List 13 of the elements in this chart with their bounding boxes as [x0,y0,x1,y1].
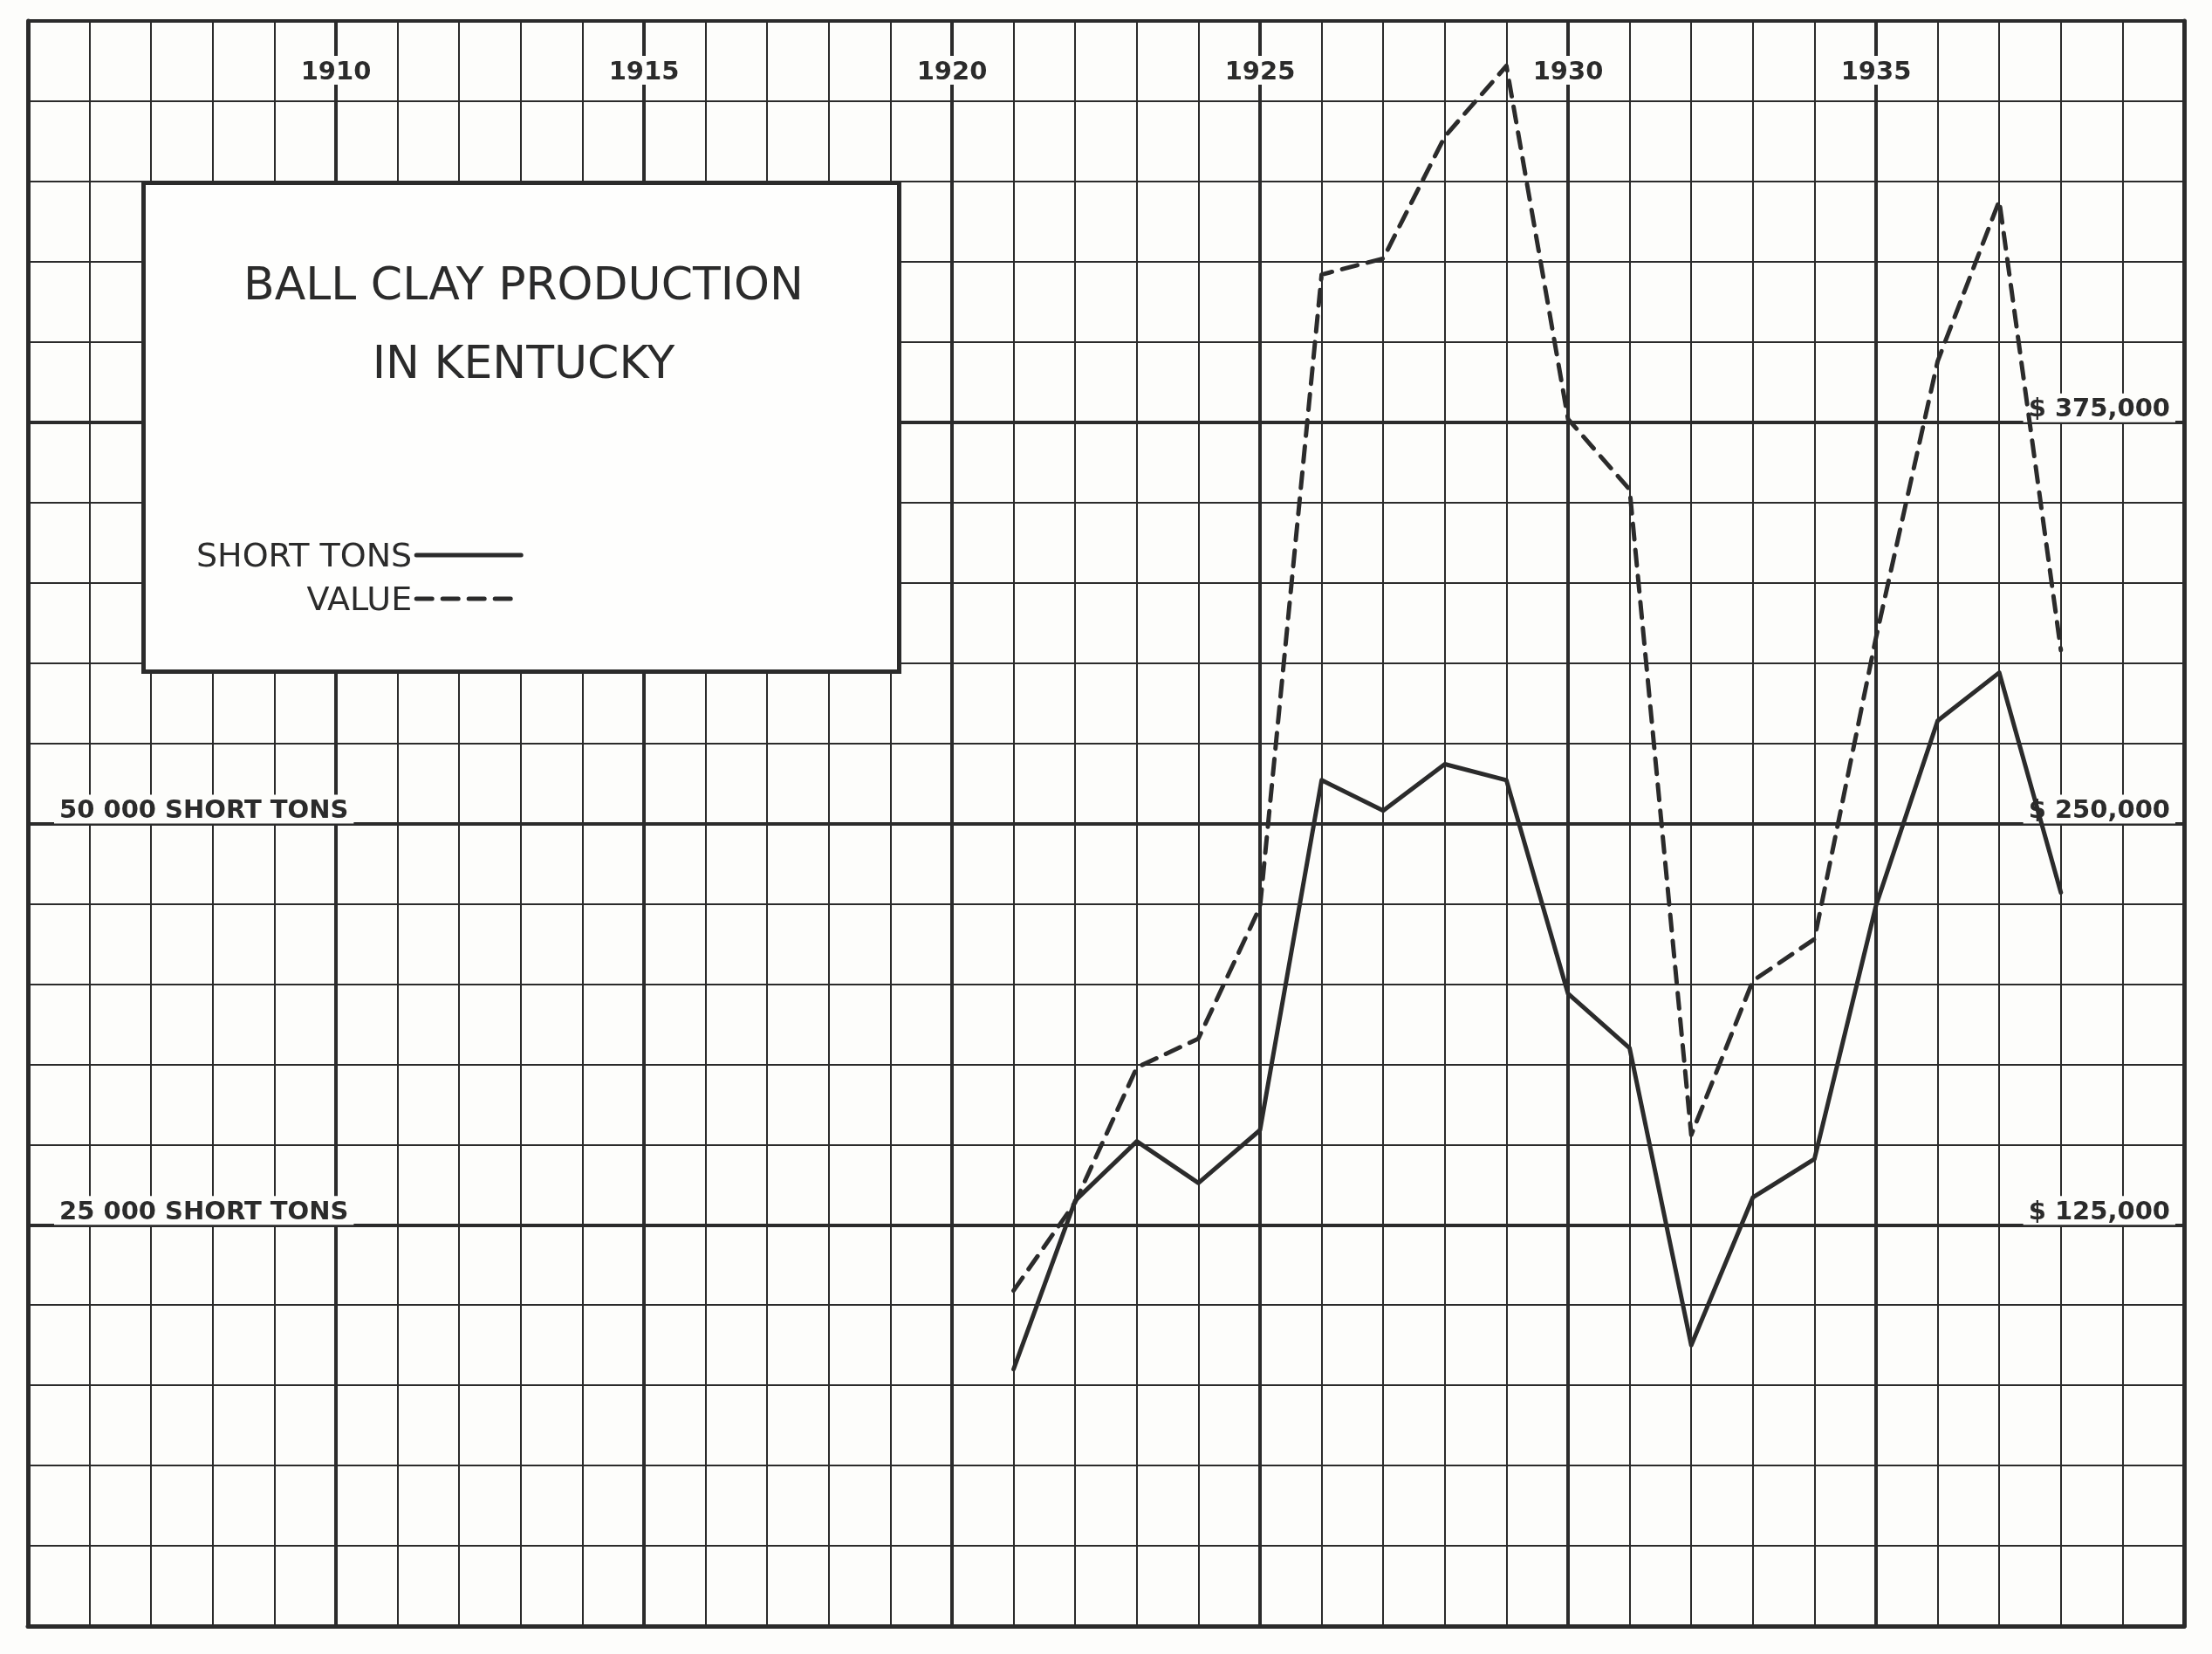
y2-tick-label: $ 375,000 [2028,393,2170,423]
x-tick-label: 1935 [1840,55,1912,86]
y-tick-label: 50 000 SHORT TONS [59,794,349,824]
x-tick-label: 1910 [300,55,372,86]
legend-label: SHORT TONS [195,536,413,574]
y2-tick-label: $ 125,000 [2028,1195,2170,1225]
x-tick-label: 1925 [1224,55,1296,86]
x-tick-label: 1915 [608,55,680,86]
x-tick-label: 1920 [916,55,988,86]
x-tick-label: 1930 [1532,55,1604,86]
legend-label: VALUE [306,580,413,618]
text: BALL CLAY PRODUCTION IN KENTUCKY [243,257,804,388]
y-tick-label: 25 000 SHORT TONS [59,1195,349,1225]
